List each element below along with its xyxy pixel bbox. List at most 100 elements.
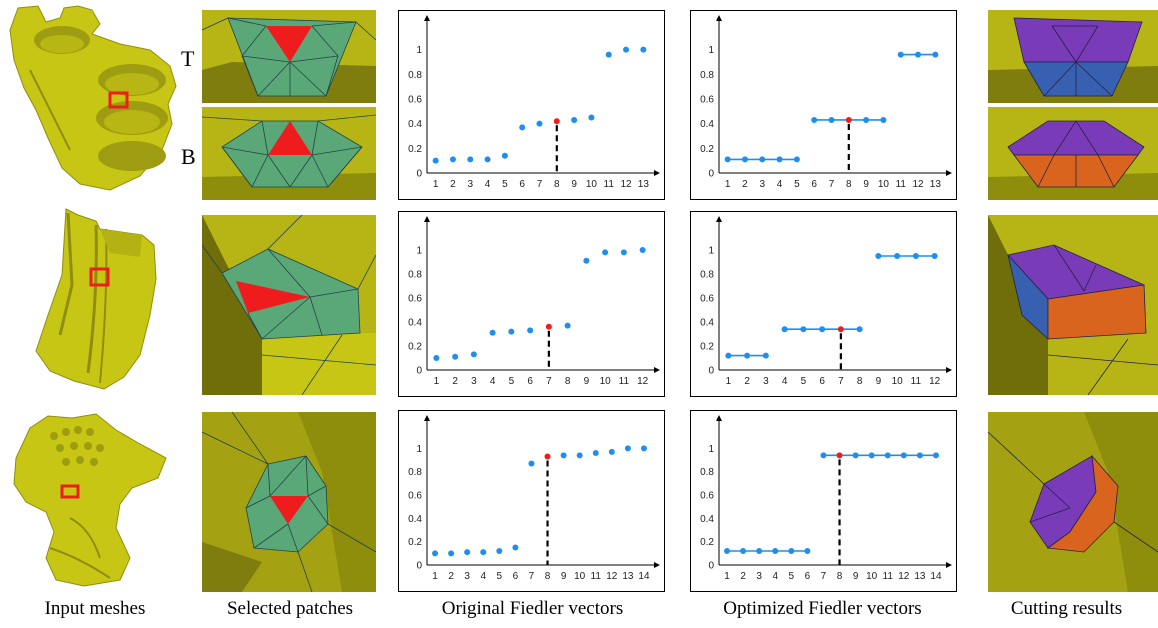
x-tick-label: 1 xyxy=(432,571,438,582)
data-point xyxy=(800,326,807,333)
caption-cutting-results: Cutting results xyxy=(1010,598,1123,619)
x-tick-label: 10 xyxy=(866,571,878,582)
data-point xyxy=(884,452,891,459)
x-tick-label: 7 xyxy=(537,179,543,190)
cutting-result-row2 xyxy=(988,215,1158,395)
data-point xyxy=(916,452,923,459)
x-tick-label: 13 xyxy=(930,179,942,190)
data-point xyxy=(571,116,578,123)
x-tick-label: 2 xyxy=(450,179,456,190)
y-tick-label: 0.2 xyxy=(408,144,422,155)
data-point xyxy=(489,329,496,336)
y-tick-label: 0.8 xyxy=(700,70,714,81)
data-point xyxy=(897,51,904,58)
x-tick-label: 11 xyxy=(883,571,894,582)
x-tick-label: 9 xyxy=(571,179,577,190)
y-tick-label: 0.8 xyxy=(408,467,422,478)
data-point xyxy=(811,116,818,123)
x-tick-label: 11 xyxy=(896,179,907,190)
data-point xyxy=(470,351,477,358)
data-point xyxy=(448,550,455,557)
data-point xyxy=(819,326,826,333)
x-tick-label: 7 xyxy=(546,376,552,387)
x-tick-label: 5 xyxy=(789,571,795,582)
data-point xyxy=(624,445,631,452)
input-mesh-bearing xyxy=(0,205,190,400)
y-tick-label: 0.6 xyxy=(700,491,714,502)
data-point xyxy=(759,156,766,163)
data-point xyxy=(576,452,583,459)
data-point xyxy=(452,353,459,360)
x-tick-label: 12 xyxy=(929,376,941,387)
y-tick-label: 0.2 xyxy=(408,537,422,548)
x-tick-label: 1 xyxy=(725,179,731,190)
selected-patch-bottom xyxy=(202,107,376,200)
data-point xyxy=(724,548,731,554)
x-tick-label: 10 xyxy=(600,376,612,387)
x-axis-arrow-icon xyxy=(946,367,952,373)
caption-optimized-fiedler: Optimized Fiedler vectors xyxy=(723,598,922,619)
x-tick-label: 6 xyxy=(527,376,533,387)
x-tick-label: 7 xyxy=(838,376,844,387)
data-point xyxy=(605,51,612,58)
data-point xyxy=(900,452,907,459)
selected-data-point xyxy=(553,118,560,125)
x-tick-label: 2 xyxy=(448,571,454,582)
x-tick-label: 8 xyxy=(545,571,551,582)
data-point xyxy=(931,253,938,259)
data-point xyxy=(756,548,763,554)
data-point xyxy=(788,548,795,554)
x-tick-label: 1 xyxy=(434,376,440,387)
data-point xyxy=(776,156,783,163)
x-tick-label: 12 xyxy=(606,571,618,582)
data-point xyxy=(932,452,939,459)
selected-data-point xyxy=(837,326,844,333)
x-tick-label: 8 xyxy=(565,376,571,387)
original-fiedler-plot-row1: 0 0.2 0.4 0.6 0.8 1 1 2 3 4 5 6 7 8 9 10 11 12 13 xyxy=(398,10,665,200)
selected-data-point xyxy=(845,116,852,123)
y-tick-label: 0 xyxy=(708,561,714,572)
y-tick-label: 0 xyxy=(416,366,422,377)
x-tick-label: 3 xyxy=(759,179,765,190)
data-point xyxy=(608,448,615,455)
data-point xyxy=(772,548,779,554)
x-axis-arrow-icon xyxy=(654,367,660,373)
original-fiedler-plot-row2: 0 0.2 0.4 0.6 0.8 1 1 2 3 4 5 6 7 8 9 10 11 12 xyxy=(398,211,665,397)
x-tick-label: 12 xyxy=(620,179,632,190)
y-tick-label: 0.2 xyxy=(700,342,714,353)
y-tick-label: 0.4 xyxy=(408,318,422,329)
data-point xyxy=(480,549,487,556)
data-point xyxy=(894,253,901,259)
data-point xyxy=(781,326,788,333)
selected-patch-row3 xyxy=(202,412,376,592)
data-point xyxy=(560,452,567,459)
x-axis-arrow-icon xyxy=(654,562,660,568)
x-tick-label: 5 xyxy=(794,179,800,190)
data-point xyxy=(464,549,471,556)
caption-original-fiedler: Original Fiedler vectors xyxy=(441,598,624,619)
data-point xyxy=(508,328,515,335)
row-label-top: T xyxy=(181,46,195,71)
x-tick-label: 2 xyxy=(452,376,458,387)
data-point xyxy=(640,46,647,53)
y-tick-label: 0.2 xyxy=(700,144,714,155)
x-tick-label: 6 xyxy=(805,571,811,582)
x-tick-label: 9 xyxy=(863,179,869,190)
x-tick-label: 5 xyxy=(502,179,508,190)
y-tick-label: 0 xyxy=(708,169,714,180)
cutting-result-row3 xyxy=(988,412,1158,592)
selection-box-icon xyxy=(89,267,110,287)
y-tick-label: 0 xyxy=(416,561,422,572)
x-tick-label: 10 xyxy=(574,571,586,582)
data-point xyxy=(583,257,590,264)
y-tick-label: 0 xyxy=(708,366,714,377)
x-tick-label: 12 xyxy=(898,571,910,582)
x-tick-label: 13 xyxy=(622,571,634,582)
x-tick-label: 9 xyxy=(853,571,859,582)
row-label-bottom: B xyxy=(181,144,196,169)
data-point xyxy=(433,355,440,361)
y-tick-label: 0.6 xyxy=(408,95,422,106)
selected-patch-top xyxy=(202,10,376,103)
selection-box-icon xyxy=(108,91,129,109)
y-tick-label: 0.2 xyxy=(700,537,714,548)
